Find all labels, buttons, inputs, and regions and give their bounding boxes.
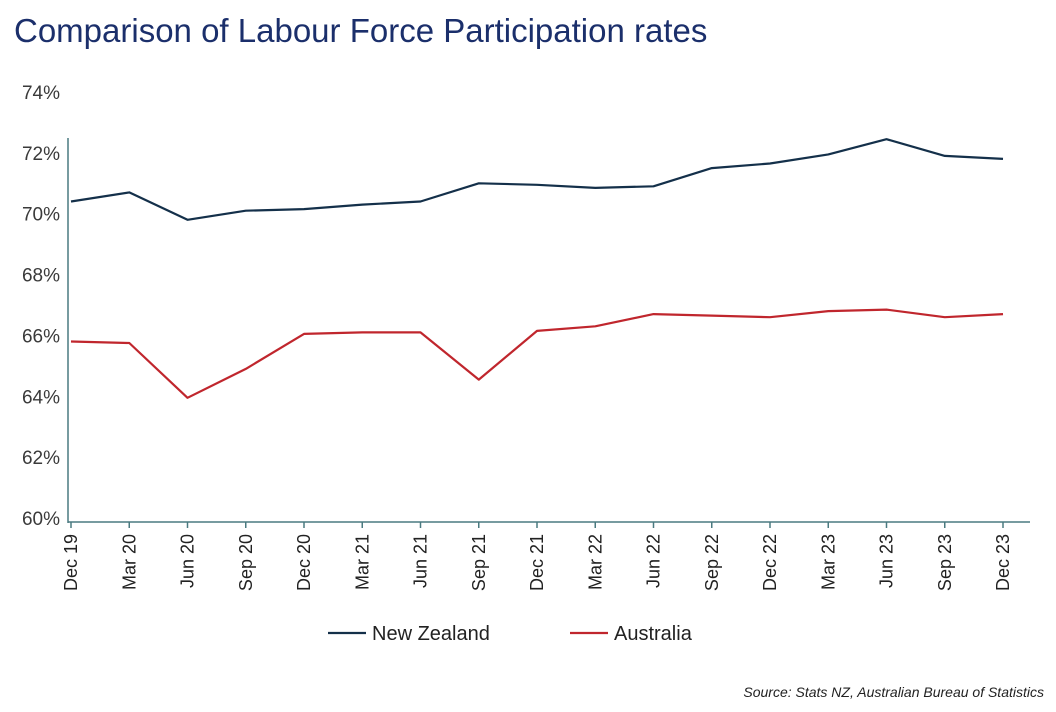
y-axis-ticks: 60% 62% 64% 66% 68% 70% 72% 74% bbox=[22, 83, 60, 530]
axes bbox=[67, 138, 1030, 523]
x-tick-label: Mar 23 bbox=[818, 534, 838, 590]
x-tick-label: Sep 21 bbox=[469, 534, 489, 591]
x-tick-label: Dec 22 bbox=[760, 534, 780, 591]
x-tick-label: Sep 20 bbox=[236, 534, 256, 591]
x-tick-label: Jun 22 bbox=[644, 534, 664, 588]
chart-title: Comparison of Labour Force Participation… bbox=[14, 12, 708, 49]
y-tick-label: 60% bbox=[22, 509, 60, 530]
y-tick-label: 72% bbox=[22, 144, 60, 165]
legend-label-australia: Australia bbox=[614, 623, 693, 645]
source-note: Source: Stats NZ, Australian Bureau of S… bbox=[743, 684, 1044, 700]
x-axis-ticks: Dec 19 Mar 20 Jun 20 Sep 20 Dec 20 Mar 21 Jun … bbox=[61, 522, 1013, 591]
legend: New Zealand Australia bbox=[328, 623, 693, 645]
x-tick-label: Mar 20 bbox=[119, 534, 139, 590]
legend-label-new-zealand: New Zealand bbox=[372, 623, 490, 645]
x-tick-label: Dec 20 bbox=[294, 534, 314, 591]
x-tick-label: Dec 23 bbox=[993, 534, 1013, 591]
y-tick-label: 64% bbox=[22, 387, 60, 408]
y-tick-label: 62% bbox=[22, 448, 60, 469]
y-tick-label: 66% bbox=[22, 326, 60, 347]
x-tick-label: Mar 22 bbox=[585, 534, 605, 590]
x-tick-label: Jun 21 bbox=[411, 534, 431, 588]
x-tick-label: Dec 21 bbox=[527, 534, 547, 591]
series-line-new-zealand bbox=[70, 138, 1004, 221]
x-tick-label: Mar 21 bbox=[352, 534, 372, 590]
y-tick-label: 68% bbox=[22, 266, 60, 287]
x-tick-label: Dec 19 bbox=[61, 534, 81, 591]
series-line-australia bbox=[70, 308, 1004, 399]
x-tick-label: Sep 23 bbox=[935, 534, 955, 591]
series-lines bbox=[70, 138, 1004, 399]
x-tick-label: Sep 22 bbox=[702, 534, 722, 591]
x-tick-label: Jun 23 bbox=[877, 534, 897, 588]
y-tick-label: 70% bbox=[22, 205, 60, 226]
x-tick-label: Jun 20 bbox=[178, 534, 198, 588]
y-tick-label: 74% bbox=[22, 83, 60, 104]
